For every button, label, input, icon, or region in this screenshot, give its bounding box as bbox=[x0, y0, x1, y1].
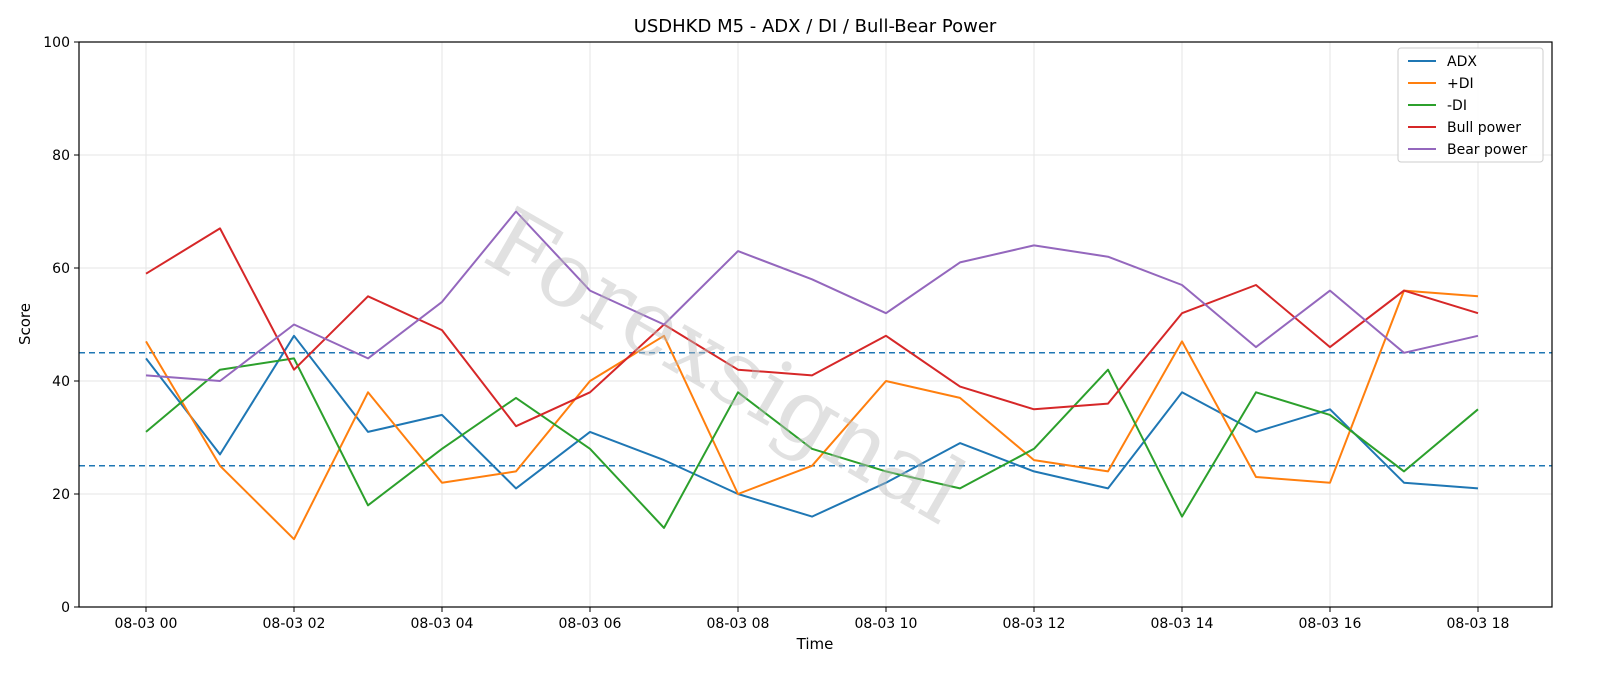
series-line-bear-power bbox=[145, 210, 1479, 382]
y-tick-label: 80 bbox=[52, 148, 70, 164]
legend-label: Bull power bbox=[1447, 120, 1521, 136]
x-tick-label: 08-03 18 bbox=[1447, 616, 1510, 632]
x-tick-label: 08-03 06 bbox=[559, 616, 622, 632]
legend-label: -DI bbox=[1447, 98, 1467, 114]
x-tick-label: 08-03 00 bbox=[115, 616, 178, 632]
x-tick-label: 08-03 12 bbox=[1003, 616, 1066, 632]
y-tick-label: 20 bbox=[52, 487, 70, 503]
x-tick-label: 08-03 02 bbox=[263, 616, 326, 632]
y-tick-label: 100 bbox=[43, 35, 70, 51]
y-tick-label: 40 bbox=[52, 374, 70, 390]
x-tick-label: 08-03 10 bbox=[855, 616, 918, 632]
y-tick-label: 60 bbox=[52, 261, 70, 277]
x-tick-label: 08-03 08 bbox=[707, 616, 770, 632]
legend-box bbox=[1397, 47, 1544, 163]
reference-lines bbox=[79, 352, 1552, 467]
plot-frame bbox=[78, 41, 1553, 608]
legend: ADX +DI -DI Bull power Bear power bbox=[1397, 47, 1544, 163]
legend-label: ADX bbox=[1447, 54, 1477, 70]
y-axis: 0 20 40 60 80 100 bbox=[43, 35, 79, 616]
legend-label: Bear power bbox=[1447, 142, 1528, 158]
x-axis: 08-03 00 08-03 02 08-03 04 08-03 06 08-03 08… bbox=[115, 607, 1510, 632]
legend-label: +DI bbox=[1447, 76, 1474, 92]
series-lines bbox=[145, 210, 1479, 541]
x-tick-label: 08-03 16 bbox=[1299, 616, 1362, 632]
series-line-plus-di bbox=[145, 289, 1479, 541]
chart-title: USDHKD M5 - ADX / DI / Bull-Bear Power bbox=[634, 16, 997, 37]
y-axis-label: Score bbox=[16, 303, 34, 345]
y-tick-label: 0 bbox=[61, 600, 70, 616]
series-line-adx bbox=[145, 334, 1479, 518]
series-line-bull-power bbox=[145, 227, 1479, 428]
x-tick-label: 08-03 04 bbox=[411, 616, 474, 632]
series-line-di bbox=[145, 357, 1479, 529]
x-tick-label: 08-03 14 bbox=[1151, 616, 1214, 632]
x-axis-label: Time bbox=[796, 635, 834, 653]
